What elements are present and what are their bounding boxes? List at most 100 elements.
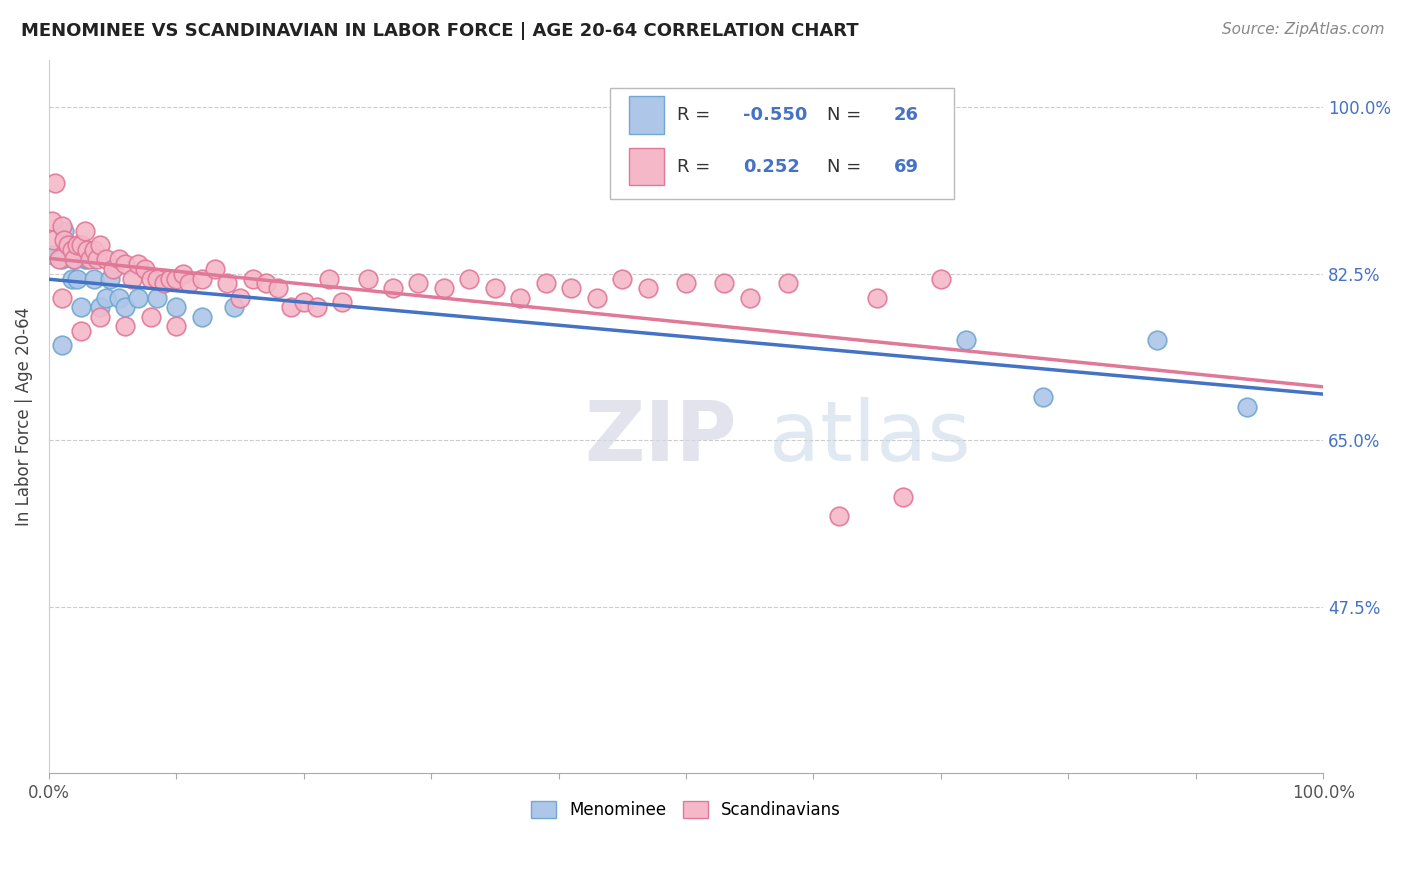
Point — [66, 271, 89, 285]
Point — [44, 177, 66, 191]
Y-axis label: In Labor Force | Age 20-64: In Labor Force | Age 20-64 — [15, 307, 32, 526]
Text: 26: 26 — [894, 106, 918, 124]
Point — [139, 271, 162, 285]
Point — [89, 310, 111, 324]
Point — [612, 271, 634, 285]
Point — [179, 277, 201, 291]
Point — [217, 277, 239, 291]
Point — [165, 319, 187, 334]
Point — [53, 224, 76, 238]
Point — [48, 252, 70, 267]
Text: atlas: atlas — [769, 398, 970, 478]
Point — [139, 310, 162, 324]
Text: 69: 69 — [894, 158, 918, 176]
Point — [76, 243, 98, 257]
Point — [121, 271, 143, 285]
Point — [637, 281, 659, 295]
Point — [955, 334, 977, 348]
Point — [60, 271, 83, 285]
Point — [382, 281, 405, 295]
Point — [51, 291, 73, 305]
Text: R =: R = — [678, 158, 721, 176]
Point — [509, 291, 531, 305]
Point — [79, 252, 101, 267]
Point — [89, 300, 111, 314]
Point — [146, 291, 169, 305]
Point — [675, 277, 697, 291]
Point — [42, 234, 65, 248]
Bar — [628, 148, 665, 186]
Point — [586, 291, 609, 305]
Text: ZIP: ZIP — [583, 398, 737, 478]
Point — [891, 491, 914, 505]
Point — [101, 262, 124, 277]
Point — [41, 214, 63, 228]
Point — [713, 277, 735, 291]
Point — [146, 271, 169, 285]
Point — [96, 252, 118, 267]
Text: 0.252: 0.252 — [744, 158, 800, 176]
Point — [134, 262, 156, 277]
Point — [83, 271, 105, 285]
Point — [114, 257, 136, 271]
Point — [53, 234, 76, 248]
Point — [152, 277, 174, 291]
Point — [127, 257, 149, 271]
Point — [63, 252, 86, 267]
Point — [738, 291, 761, 305]
Point — [42, 248, 65, 262]
Point — [96, 291, 118, 305]
Point — [1032, 391, 1054, 405]
Point — [305, 300, 328, 314]
Point — [108, 291, 131, 305]
Text: Source: ZipAtlas.com: Source: ZipAtlas.com — [1222, 22, 1385, 37]
Point — [51, 252, 73, 267]
Point — [73, 252, 96, 267]
Point — [280, 300, 302, 314]
Point — [1236, 400, 1258, 414]
Point — [292, 295, 315, 310]
Bar — [628, 96, 665, 134]
Point — [172, 267, 194, 281]
Point — [242, 271, 264, 285]
Point — [191, 271, 214, 285]
Point — [165, 271, 187, 285]
Point — [69, 238, 91, 252]
Legend: Menominee, Scandinavians: Menominee, Scandinavians — [524, 794, 848, 826]
Point — [114, 319, 136, 334]
Point — [89, 238, 111, 252]
Point — [267, 281, 290, 295]
Point — [560, 281, 582, 295]
Point — [458, 271, 481, 285]
Point — [229, 291, 252, 305]
Point — [929, 271, 952, 285]
Point — [866, 291, 889, 305]
Point — [222, 300, 245, 314]
Point — [73, 224, 96, 238]
Point — [254, 277, 277, 291]
Point — [159, 271, 181, 285]
FancyBboxPatch shape — [610, 88, 953, 199]
Point — [51, 219, 73, 234]
Point — [66, 238, 89, 252]
Point — [534, 277, 557, 291]
Point — [204, 262, 226, 277]
Point — [86, 252, 108, 267]
Point — [127, 291, 149, 305]
Text: R =: R = — [678, 106, 716, 124]
Text: N =: N = — [828, 158, 868, 176]
Point — [98, 271, 121, 285]
Point — [56, 238, 79, 252]
Point — [51, 338, 73, 352]
Point — [56, 238, 79, 252]
Point — [114, 300, 136, 314]
Point — [108, 252, 131, 267]
Point — [776, 277, 799, 291]
Text: N =: N = — [828, 106, 868, 124]
Point — [318, 271, 340, 285]
Point — [60, 243, 83, 257]
Point — [828, 509, 851, 524]
Text: MENOMINEE VS SCANDINAVIAN IN LABOR FORCE | AGE 20-64 CORRELATION CHART: MENOMINEE VS SCANDINAVIAN IN LABOR FORCE… — [21, 22, 859, 40]
Point — [83, 243, 105, 257]
Point — [76, 252, 98, 267]
